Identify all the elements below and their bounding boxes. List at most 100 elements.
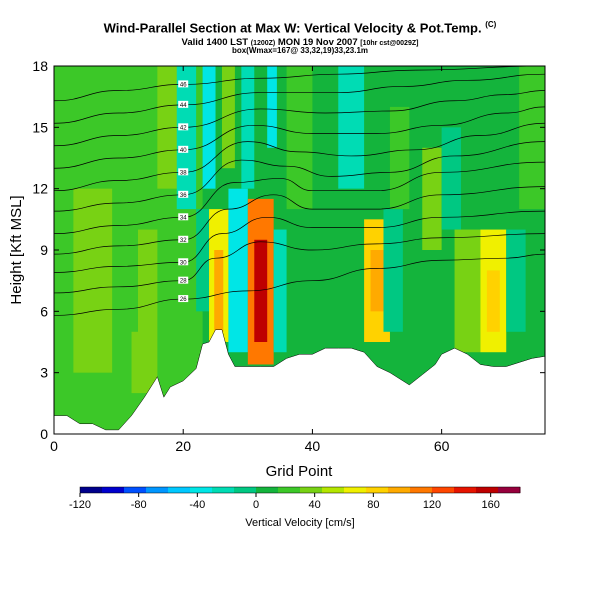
colorbar-swatch [454, 487, 477, 493]
colorbar-swatch [256, 487, 279, 493]
colorbar-label: Vertical Velocity [cm/s] [245, 517, 354, 529]
x-tick-label: 20 [175, 438, 191, 454]
isentrope-line [54, 186, 545, 255]
colorbar-swatch [344, 487, 367, 493]
x-tick-label: 40 [305, 438, 321, 454]
colorbar: -120 -80 -40 0 40 80 120 160 [69, 486, 521, 511]
y-tick-label: 12 [32, 181, 48, 197]
velocity-region [214, 250, 224, 332]
velocity-region [519, 66, 545, 210]
velocity-region [454, 229, 481, 353]
velocity-region [273, 229, 287, 353]
isentrope-line [54, 122, 545, 192]
isentrope-label: 38 [180, 170, 187, 176]
colorbar-tick-label: 0 [253, 499, 259, 511]
isentrope-label: 44 [180, 103, 187, 109]
velocity-region [202, 66, 216, 189]
isentrope-label-bg [178, 168, 189, 176]
colorbar-swatch [124, 487, 147, 493]
velocity-region [228, 188, 248, 353]
chart-title: Wind-Parallel Section at Max W: Vertical… [0, 20, 600, 35]
terrain-shape [54, 329, 545, 434]
velocity-region [73, 188, 113, 373]
colorbar-swatch [146, 487, 169, 493]
velocity-region [286, 66, 313, 210]
colorbar-swatch [168, 487, 191, 493]
isentrope-label-bg [178, 276, 189, 284]
y-tick-label: 6 [40, 303, 48, 319]
isentrope-label-bg [178, 190, 189, 198]
velocity-region [267, 66, 277, 148]
velocity-region [196, 209, 210, 312]
isentrope-label-bg [178, 145, 189, 153]
y-axis-label: Height [Kft MSL] [8, 195, 25, 304]
colorbar-frame [79, 486, 521, 494]
isentrope-label: 42 [180, 125, 187, 131]
velocity-region [389, 106, 410, 210]
isentrope-label: 26 [180, 297, 187, 303]
terrain [54, 329, 545, 434]
colorbar-swatch [498, 487, 521, 493]
isentrope-label-bg [178, 80, 189, 88]
isentrope-line [54, 66, 545, 102]
isentrope-label: 28 [180, 279, 187, 285]
colorbar-swatch [366, 487, 389, 493]
colorbar-tick-label: 40 [309, 499, 321, 511]
isentrope-label: 32 [180, 238, 187, 244]
isentrope-label-bg [178, 100, 189, 108]
isentrope-label-bg [178, 258, 189, 266]
valid-suffix: [10hr cst@0029Z] [360, 40, 419, 47]
colorbar-tick-label: 80 [367, 499, 379, 511]
chart-subtitle-2: box(Wmax=167@ 33,32,19)33,23.1m [231, 46, 369, 55]
colorbar-swatch [476, 487, 499, 493]
colorbar-swatch [278, 487, 301, 493]
x-tick-label: 0 [50, 438, 58, 454]
chart-title-text: Wind-Parallel Section at Max W: Vertical… [103, 20, 482, 36]
valid-date: MON 19 Nov 2007 [277, 37, 358, 48]
y-tick-label: 3 [40, 365, 48, 381]
isentrope-label-bg [178, 235, 189, 243]
isentrope-label: 30 [180, 260, 187, 266]
x-tick-label: 60 [434, 438, 450, 454]
isentrope-label: 36 [180, 193, 187, 199]
y-tick-label: 9 [40, 242, 48, 258]
colorbar-swatch [190, 487, 213, 493]
isentrope-label-bg [178, 213, 189, 221]
velocity-region [506, 229, 526, 332]
colorbar-swatch [410, 487, 433, 493]
colorbar-tick-label: -80 [131, 499, 147, 511]
isentrope-line [54, 90, 545, 147]
isentrope-contours: 26 28 30 32 34 36 38 40 42 44 46 [54, 66, 545, 316]
isentrope-label-bg [178, 295, 189, 303]
chart-subtitle: Valid 1400 LST (1200Z) MON 19 Nov 2007 [… [0, 37, 600, 48]
velocity-region [370, 250, 384, 312]
velocity-region [338, 66, 365, 189]
velocity-region [383, 209, 403, 332]
y-tick-label: 18 [32, 58, 48, 74]
isentrope-line [54, 233, 545, 294]
velocity-region [422, 147, 442, 250]
isentrope-label-bg [178, 123, 189, 131]
x-axis-label: Grid Point [266, 463, 334, 480]
valid-prefix: Valid 1400 LST [181, 37, 249, 48]
colorbar-swatch [432, 487, 455, 493]
isentrope-line [54, 161, 545, 234]
y-tick-label: 15 [32, 119, 48, 135]
colorbar-tick-label: 160 [481, 499, 499, 511]
isentrope-line [54, 210, 545, 273]
isentrope-line [54, 73, 545, 124]
colorbar-swatch [212, 487, 235, 493]
colorbar-tick-label: -40 [189, 499, 205, 511]
isentrope-label: 46 [180, 82, 187, 88]
y-tick-label: 0 [40, 426, 48, 442]
isentrope-label: 34 [180, 215, 187, 221]
colorbar-tick-label: 120 [423, 499, 441, 511]
valid-utc: (1200Z) [250, 40, 276, 47]
chart-title-mark: (C) [485, 20, 497, 29]
isentrope-label: 40 [180, 148, 187, 154]
isentrope-line [54, 253, 545, 316]
isentrope-line [54, 106, 545, 169]
velocity-region [486, 270, 500, 332]
